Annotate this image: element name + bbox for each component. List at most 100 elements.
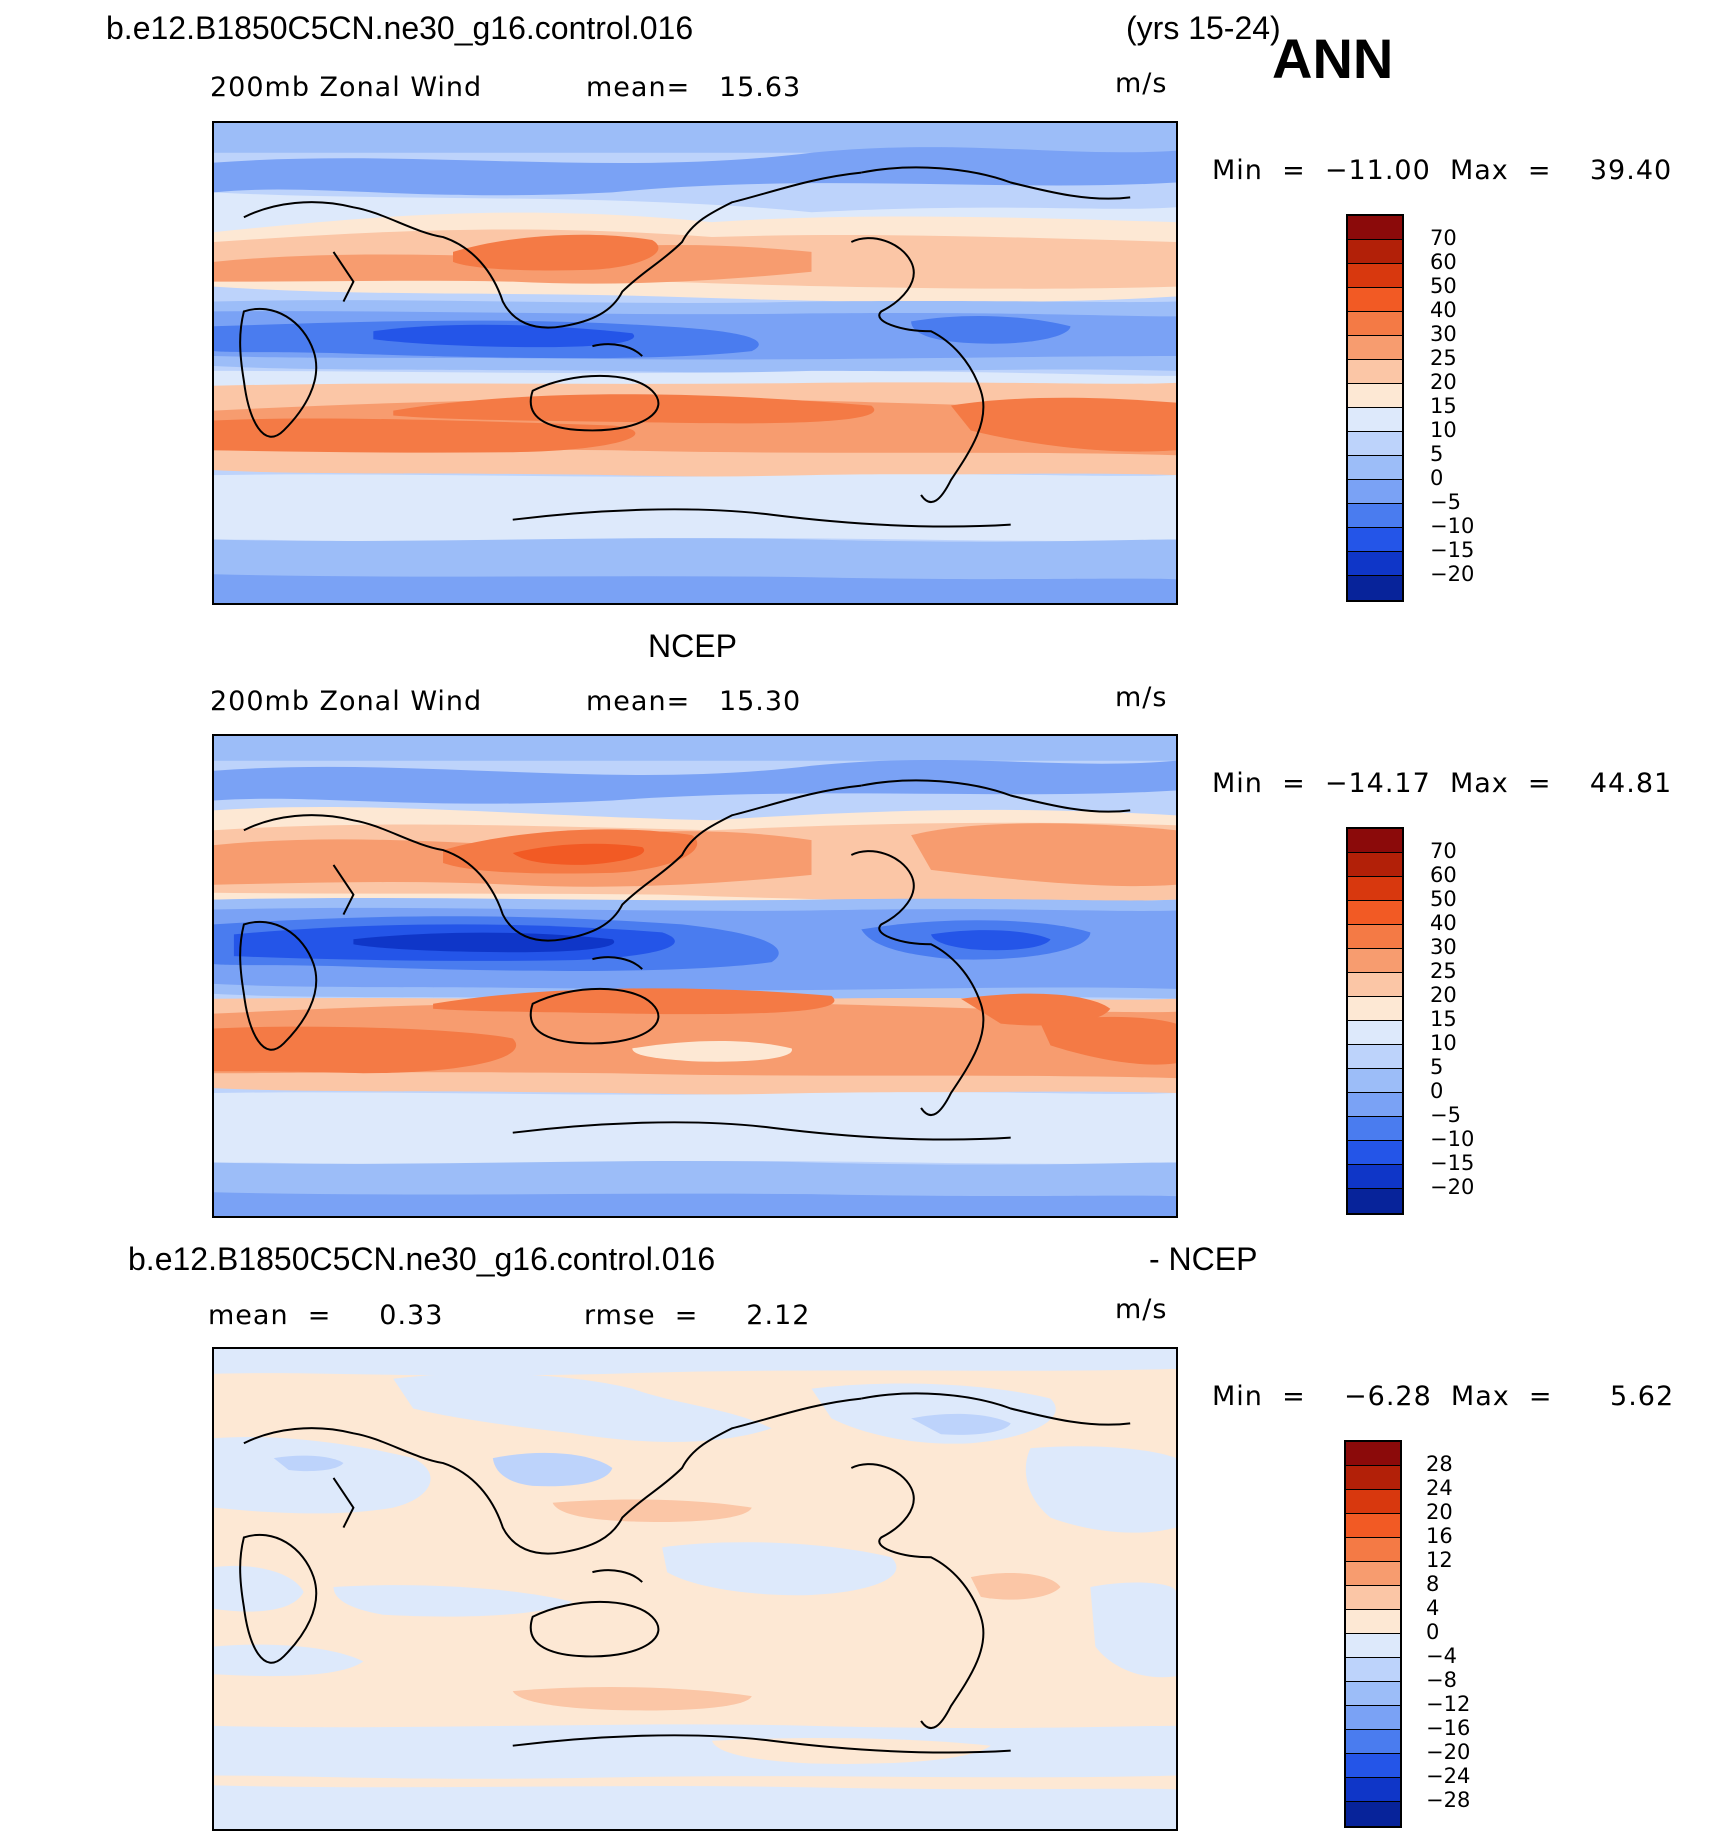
colorbar-tick-label: −16 <box>1426 1716 1471 1740</box>
panel1-minmax: Min = −11.00 Max = 39.40 <box>1212 155 1673 186</box>
colorbar-tick-label: 60 <box>1430 250 1457 274</box>
colorbar-swatch <box>1348 216 1402 240</box>
panel3-units: m/s <box>1115 1294 1168 1325</box>
colorbar-tick-label: 5 <box>1430 1055 1444 1079</box>
season-label: ANN <box>1272 27 1394 90</box>
colorbar-swatch <box>1348 877 1402 901</box>
colorbar-tick-label: 50 <box>1430 274 1457 298</box>
colorbar-swatch <box>1348 288 1402 312</box>
colorbar-tick-label: 25 <box>1430 959 1457 983</box>
colorbar-tick-label: 8 <box>1426 1572 1440 1596</box>
colorbar-swatch <box>1346 1586 1400 1610</box>
colorbar-swatch <box>1348 480 1402 504</box>
colorbar-swatch <box>1346 1706 1400 1730</box>
panel3-colorbar <box>1344 1440 1402 1828</box>
colorbar-swatch <box>1348 853 1402 877</box>
colorbar-swatch <box>1348 997 1402 1021</box>
panel1-variable: 200mb Zonal Wind <box>210 72 483 103</box>
colorbar-swatch <box>1348 408 1402 432</box>
colorbar-swatch <box>1346 1778 1400 1802</box>
colorbar-swatch <box>1348 456 1402 480</box>
panel2-map <box>212 734 1178 1218</box>
colorbar-tick-label: 0 <box>1426 1620 1440 1644</box>
colorbar-swatch <box>1348 1189 1402 1213</box>
colorbar-swatch <box>1348 432 1402 456</box>
colorbar-tick-label: −8 <box>1426 1668 1457 1692</box>
colorbar-tick-label: 30 <box>1430 322 1457 346</box>
colorbar-tick-label: −20 <box>1430 562 1475 586</box>
colorbar-swatch <box>1348 925 1402 949</box>
panel3-title-right: - NCEP <box>1149 1241 1258 1277</box>
colorbar-swatch <box>1348 1021 1402 1045</box>
colorbar-swatch <box>1346 1442 1400 1466</box>
colorbar-tick-label: 24 <box>1426 1476 1453 1500</box>
colorbar-tick-label: 40 <box>1430 911 1457 935</box>
colorbar-swatch <box>1348 360 1402 384</box>
colorbar-swatch <box>1346 1562 1400 1586</box>
colorbar-tick-label: 70 <box>1430 226 1457 250</box>
panel3-contour-field <box>214 1349 1176 1829</box>
colorbar-swatch <box>1346 1658 1400 1682</box>
colorbar-swatch <box>1346 1754 1400 1778</box>
panel2-variable: 200mb Zonal Wind <box>210 686 483 717</box>
panel1-units: m/s <box>1115 68 1168 99</box>
colorbar-swatch <box>1346 1682 1400 1706</box>
colorbar-tick-label: 20 <box>1426 1500 1453 1524</box>
panel2-title: NCEP <box>648 628 737 664</box>
panel3-title: b.e12.B1850C5CN.ne30_g16.control.016 <box>128 1241 716 1277</box>
colorbar-tick-label: −12 <box>1426 1692 1471 1716</box>
colorbar-swatch <box>1348 312 1402 336</box>
panel2-colorbar <box>1346 827 1404 1215</box>
colorbar-swatch <box>1346 1730 1400 1754</box>
colorbar-swatch <box>1346 1490 1400 1514</box>
colorbar-tick-label: −15 <box>1430 1151 1475 1175</box>
panel3-minmax: Min = −6.28 Max = 5.62 <box>1212 1381 1675 1412</box>
panel2-units: m/s <box>1115 682 1168 713</box>
colorbar-tick-label: −20 <box>1426 1740 1471 1764</box>
panel3-mean: mean = 0.33 <box>208 1300 444 1331</box>
colorbar-swatch <box>1348 528 1402 552</box>
colorbar-tick-label: −24 <box>1426 1764 1471 1788</box>
panel2-contour-field <box>214 736 1176 1216</box>
colorbar-tick-label: 40 <box>1430 298 1457 322</box>
colorbar-tick-label: 4 <box>1426 1596 1440 1620</box>
colorbar-swatch <box>1346 1514 1400 1538</box>
colorbar-swatch <box>1348 901 1402 925</box>
colorbar-tick-label: 15 <box>1430 394 1457 418</box>
colorbar-swatch <box>1348 504 1402 528</box>
colorbar-tick-label: 15 <box>1430 1007 1457 1031</box>
years-label: (yrs 15-24) <box>1126 10 1281 46</box>
colorbar-swatch <box>1348 240 1402 264</box>
colorbar-swatch <box>1348 1093 1402 1117</box>
colorbar-tick-label: 0 <box>1430 1079 1444 1103</box>
colorbar-tick-label: −28 <box>1426 1788 1471 1812</box>
colorbar-swatch <box>1348 1045 1402 1069</box>
colorbar-tick-label: 5 <box>1430 442 1444 466</box>
panel2-minmax: Min = −14.17 Max = 44.81 <box>1212 768 1673 799</box>
colorbar-swatch <box>1348 1165 1402 1189</box>
colorbar-swatch <box>1348 973 1402 997</box>
panel2-mean: mean= 15.30 <box>586 686 802 717</box>
colorbar-tick-label: 20 <box>1430 370 1457 394</box>
colorbar-swatch <box>1348 1141 1402 1165</box>
colorbar-tick-label: 10 <box>1430 418 1457 442</box>
colorbar-tick-label: 28 <box>1426 1452 1453 1476</box>
case-name-title: b.e12.B1850C5CN.ne30_g16.control.016 <box>106 10 694 46</box>
colorbar-tick-label: −4 <box>1426 1644 1457 1668</box>
colorbar-swatch <box>1348 576 1402 600</box>
colorbar-swatch <box>1348 336 1402 360</box>
colorbar-tick-label: 30 <box>1430 935 1457 959</box>
colorbar-swatch <box>1348 552 1402 576</box>
colorbar-tick-label: −20 <box>1430 1175 1475 1199</box>
colorbar-swatch <box>1348 1117 1402 1141</box>
colorbar-tick-label: 60 <box>1430 863 1457 887</box>
colorbar-tick-label: 16 <box>1426 1524 1453 1548</box>
colorbar-tick-label: 20 <box>1430 983 1457 1007</box>
colorbar-swatch <box>1348 384 1402 408</box>
colorbar-swatch <box>1348 264 1402 288</box>
panel1-contour-field <box>214 123 1176 603</box>
colorbar-swatch <box>1348 829 1402 853</box>
colorbar-tick-label: 50 <box>1430 887 1457 911</box>
panel1-mean: mean= 15.63 <box>586 72 802 103</box>
colorbar-swatch <box>1346 1802 1400 1826</box>
